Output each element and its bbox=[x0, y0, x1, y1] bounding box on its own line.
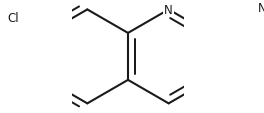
Text: N: N bbox=[257, 2, 264, 15]
Text: Cl: Cl bbox=[8, 12, 19, 25]
Text: N: N bbox=[164, 4, 173, 17]
